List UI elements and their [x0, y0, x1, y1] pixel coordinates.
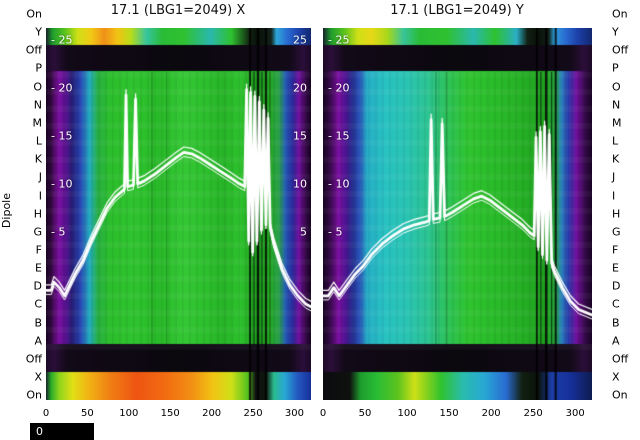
x-tick-y-150: 150 [439, 408, 459, 419]
x-tick-y-50: 50 [358, 408, 372, 419]
y-tick-x-left-5: - 5 [51, 225, 66, 239]
corner-value-box: 0 [30, 423, 94, 440]
row-label-left-5-N: N [33, 98, 42, 112]
row-label-left-18-A: A [34, 334, 42, 348]
row-label-right-12-G: G [612, 225, 621, 239]
row-label-left-14-E: E [35, 261, 42, 275]
heatmap-canvas-y [323, 28, 592, 400]
x-tick-y-300: 300 [565, 408, 585, 419]
x-tick-x-0: 0 [42, 408, 50, 419]
y-tick-x-right-10: 10 [293, 177, 307, 191]
row-label-left-11-H: H [33, 207, 42, 221]
heatmap-panel-y: - 25 - 20 - 15 - 10 - 5 [323, 28, 592, 400]
y-tick-y-left-25: - 25 [328, 33, 350, 47]
row-label-left-7-L: L [35, 134, 42, 148]
x-tick-x-50: 50 [81, 408, 94, 419]
row-label-left-0-On: On [26, 7, 42, 21]
row-label-right-15-D: D [612, 279, 621, 293]
y-tick-x-left-25: - 25 [51, 33, 73, 47]
heatmap-panel-x: - 25 25 - 20 20 - 15 15 - 10 10 - 5 5 [46, 28, 311, 400]
row-label-left-19-Off: Off [25, 352, 42, 366]
x-tick-y-100: 100 [397, 408, 417, 419]
row-label-right-3-P: P [612, 61, 619, 75]
row-label-left-21-On: On [26, 388, 42, 402]
row-label-right-20-X: X [612, 370, 620, 384]
row-label-left-1-Y: Y [35, 25, 42, 39]
x-tick-x-100: 100 [119, 408, 139, 419]
row-label-right-13-F: F [612, 243, 619, 257]
row-label-right-0-On: On [612, 7, 628, 21]
row-label-left-6-M: M [32, 116, 43, 130]
corner-value: 0 [36, 425, 43, 438]
row-label-right-18-A: A [612, 334, 620, 348]
y-tick-x-right-5: 5 [300, 225, 307, 239]
y-tick-y-left-5: - 5 [328, 225, 343, 239]
x-tick-y-200: 200 [481, 408, 501, 419]
row-label-left-8-K: K [34, 152, 42, 166]
row-label-left-10-I: I [38, 189, 42, 202]
row-label-right-8-K: K [612, 152, 620, 166]
y-tick-x-left-20: - 20 [51, 81, 73, 95]
y-tick-x-right-25: 25 [293, 33, 307, 47]
row-label-right-1-Y: Y [612, 25, 619, 39]
x-tick-x-200: 200 [202, 408, 222, 419]
row-label-right-7-L: L [612, 134, 619, 148]
x-tick-x-150: 150 [160, 408, 180, 419]
y-tick-y-left-10: - 10 [328, 177, 350, 191]
x-tick-x-250: 250 [243, 408, 263, 419]
row-label-right-11-H: H [612, 207, 621, 221]
y-tick-x-left-10: - 10 [51, 177, 73, 191]
row-label-left-4-O: O [33, 80, 42, 94]
row-label-right-17-B: B [612, 316, 620, 330]
row-label-left-3-P: P [35, 61, 42, 75]
row-label-right-16-C: C [612, 297, 620, 311]
row-label-right-9-J: J [612, 170, 616, 184]
row-label-left-16-C: C [34, 297, 42, 311]
row-label-right-14-E: E [612, 261, 619, 275]
row-label-right-6-M: M [612, 116, 622, 130]
row-label-right-2-Off: Off [612, 43, 629, 57]
row-label-left-13-F: F [35, 243, 42, 257]
row-label-left-9-J: J [38, 170, 42, 184]
y-tick-y-left-20: - 20 [328, 81, 350, 95]
y-tick-x-left-15: - 15 [51, 129, 73, 143]
x-tick-x-300: 300 [284, 408, 304, 419]
row-label-right-5-N: N [612, 98, 621, 112]
panel-y-title: 17.1 (LBG1=2049) Y [390, 3, 524, 18]
row-label-right-21-On: On [612, 388, 628, 402]
heatmap-canvas-x [46, 28, 311, 400]
row-label-right-4-O: O [612, 80, 621, 94]
x-tick-y-0: 0 [319, 408, 327, 419]
row-label-left-12-G: G [33, 225, 42, 239]
y-tick-y-left-15: - 15 [328, 129, 350, 143]
row-label-left-2-Off: Off [25, 43, 42, 57]
row-label-right-10-I: I [612, 189, 616, 202]
row-label-right-19-Off: Off [612, 352, 629, 366]
x-tick-y-250: 250 [523, 408, 543, 419]
dipole-axis-label: Dipole [0, 193, 13, 229]
y-tick-x-right-15: 15 [293, 129, 307, 143]
y-tick-x-right-20: 20 [293, 81, 307, 95]
row-label-left-17-B: B [34, 316, 42, 330]
row-label-left-20-X: X [34, 370, 42, 384]
row-label-left-15-D: D [33, 279, 42, 293]
panel-x-title: 17.1 (LBG1=2049) X [110, 3, 246, 18]
